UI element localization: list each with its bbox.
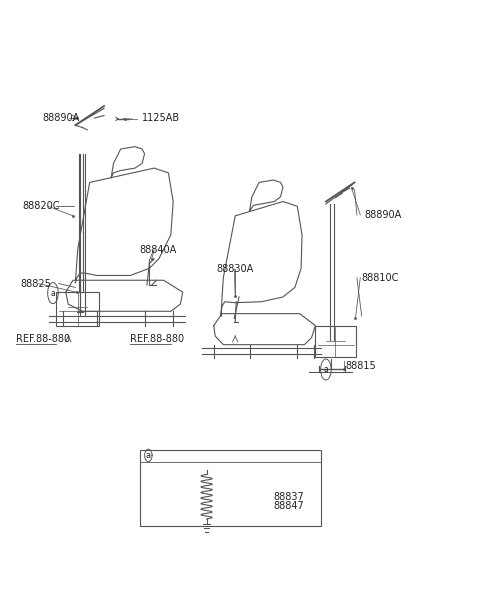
Text: 88815: 88815	[345, 361, 376, 371]
Text: 88847: 88847	[274, 501, 304, 511]
Text: 88810C: 88810C	[362, 273, 399, 283]
Bar	[140, 450, 321, 526]
Text: a: a	[146, 451, 151, 460]
Text: a: a	[324, 365, 328, 374]
Text: REF.88-880: REF.88-880	[16, 334, 70, 344]
Text: 88890A: 88890A	[42, 113, 79, 123]
Text: a: a	[50, 289, 55, 298]
Bar	[56, 292, 99, 326]
Text: REF.88-880: REF.88-880	[130, 334, 184, 344]
Text: 88890A: 88890A	[364, 210, 401, 220]
Text: 1125AB: 1125AB	[142, 113, 180, 123]
Text: 88840A: 88840A	[140, 245, 177, 255]
Text: 88837: 88837	[274, 492, 304, 503]
Text: 88825: 88825	[21, 278, 51, 289]
Text: 88820C: 88820C	[23, 201, 60, 211]
Text: 88830A: 88830A	[216, 264, 253, 274]
Bar	[315, 326, 356, 357]
